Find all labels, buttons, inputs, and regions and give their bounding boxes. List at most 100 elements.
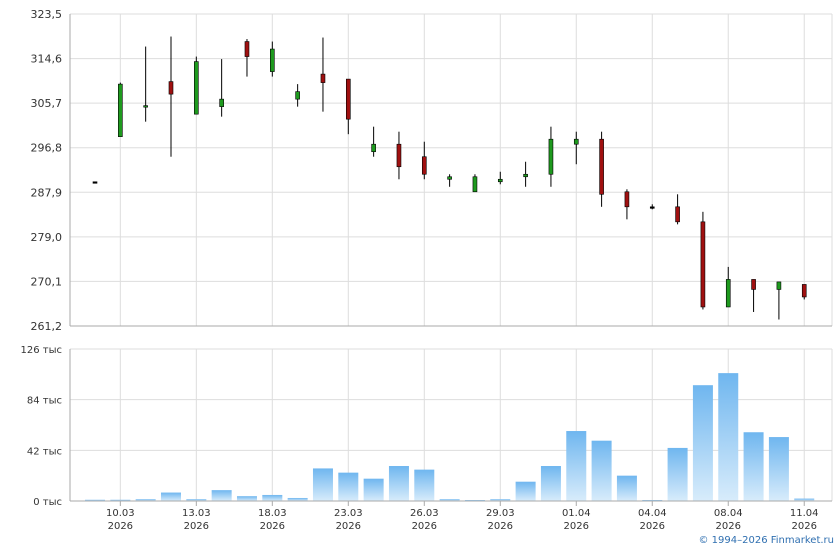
- x-tick-date-label: 08.04: [714, 508, 743, 519]
- candle-body: [599, 138, 604, 195]
- candle-body: [472, 176, 478, 193]
- candle: [675, 194, 680, 225]
- price-y-tick-label: 287,9: [31, 186, 63, 199]
- candle-body: [700, 221, 706, 308]
- volume-bar: [110, 499, 131, 501]
- price-y-tick-label: 305,7: [31, 97, 63, 110]
- x-tick-date-label: 13.03: [182, 508, 211, 519]
- candle: [497, 171, 503, 185]
- volume-bar: [262, 494, 283, 501]
- volume-y-tick-label: 126 тыс: [21, 345, 62, 356]
- candle-body: [421, 156, 427, 175]
- candle-body: [92, 181, 98, 184]
- x-tick-year-label: 2026: [488, 521, 513, 532]
- candle: [118, 82, 123, 137]
- candle: [295, 84, 300, 107]
- candle: [801, 284, 807, 300]
- candle: [371, 126, 376, 157]
- x-tick-date-label: 23.03: [334, 508, 363, 519]
- candle-body: [219, 98, 224, 107]
- candle-body: [776, 281, 782, 290]
- price-panel: 323,5 314,6 305,7 296,8 287,9 279,0 270,1 261,2: [31, 8, 833, 333]
- candle-body: [573, 138, 579, 145]
- volume-panel: 126 тыс 84 тыс 42 тыс 0 тыс: [21, 345, 833, 508]
- candle-body: [270, 48, 275, 72]
- candle: [143, 46, 148, 122]
- candle-body: [447, 176, 452, 180]
- candle: [244, 39, 250, 77]
- candle: [92, 181, 98, 184]
- volume-bar: [667, 447, 688, 501]
- volume-bar: [338, 472, 359, 501]
- candle-body: [649, 206, 655, 209]
- volume-bar: [566, 431, 587, 501]
- price-y-tick-label: 270,1: [31, 275, 63, 288]
- x-tick-date-label: 18.03: [258, 508, 287, 519]
- volume-bar: [363, 478, 384, 501]
- volume-bar: [388, 466, 409, 501]
- candle-body: [751, 279, 756, 290]
- candle: [523, 161, 528, 187]
- candle: [194, 56, 199, 115]
- candle: [776, 281, 782, 320]
- x-tick-date-label: 01.04: [562, 508, 591, 519]
- candle: [396, 131, 402, 180]
- candle-body: [194, 61, 199, 115]
- candle-body: [548, 138, 554, 175]
- candle-body: [675, 206, 680, 223]
- candle-body: [523, 173, 528, 178]
- x-tick-year-label: 2026: [184, 521, 209, 532]
- volume-bar: [540, 466, 561, 501]
- volume-bar: [439, 499, 460, 501]
- candle: [270, 41, 275, 77]
- x-tick-date-label: 11.04: [790, 508, 819, 519]
- x-tick-year-label: 2026: [640, 521, 665, 532]
- x-tick-year-label: 2026: [716, 521, 741, 532]
- candle: [700, 211, 706, 310]
- volume-bar: [692, 385, 713, 501]
- volume-bar: [211, 490, 232, 501]
- candle: [725, 266, 731, 308]
- candle-body: [725, 279, 731, 308]
- candle: [751, 279, 756, 312]
- candle: [472, 174, 478, 193]
- x-tick-date-label: 26.03: [410, 508, 439, 519]
- x-tick-date-label: 29.03: [486, 508, 515, 519]
- volume-bar: [718, 373, 739, 501]
- volume-bar: [515, 481, 536, 501]
- candle-body: [497, 178, 503, 183]
- volume-bar: [236, 496, 257, 501]
- volume-bar: [591, 440, 612, 501]
- candle-body: [801, 284, 807, 298]
- x-axis: 10.03 2026 13.03 2026 18.03 2026 23.03 2026 26.0…: [70, 500, 832, 532]
- candle-body: [168, 81, 174, 95]
- volume-bar: [743, 432, 764, 501]
- candle-body: [320, 73, 326, 83]
- volume-y-tick-label: 0 тыс: [33, 497, 62, 508]
- candle-body: [143, 105, 148, 108]
- candle-body: [371, 143, 376, 153]
- volume-y-tick-label: 84 тыс: [27, 396, 62, 407]
- x-tick-year-label: 2026: [412, 521, 437, 532]
- candle-body: [624, 191, 630, 208]
- x-tick-year-label: 2026: [260, 521, 285, 532]
- candle: [624, 189, 630, 220]
- candle: [421, 141, 427, 180]
- candle: [649, 204, 655, 210]
- volume-bar: [616, 475, 637, 501]
- candle: [447, 174, 452, 187]
- volume-bar: [312, 468, 333, 501]
- candle-body: [118, 83, 123, 137]
- candle: [219, 59, 224, 117]
- candle-body: [295, 91, 300, 100]
- x-tick-year-label: 2026: [336, 521, 361, 532]
- volume-bar: [160, 492, 181, 501]
- candle-body: [396, 143, 402, 168]
- volume-bar: [186, 499, 207, 501]
- candle: [168, 36, 174, 157]
- candle: [320, 37, 326, 112]
- volume-bar: [768, 437, 789, 501]
- candle: [345, 78, 351, 135]
- volume-bar: [85, 499, 105, 501]
